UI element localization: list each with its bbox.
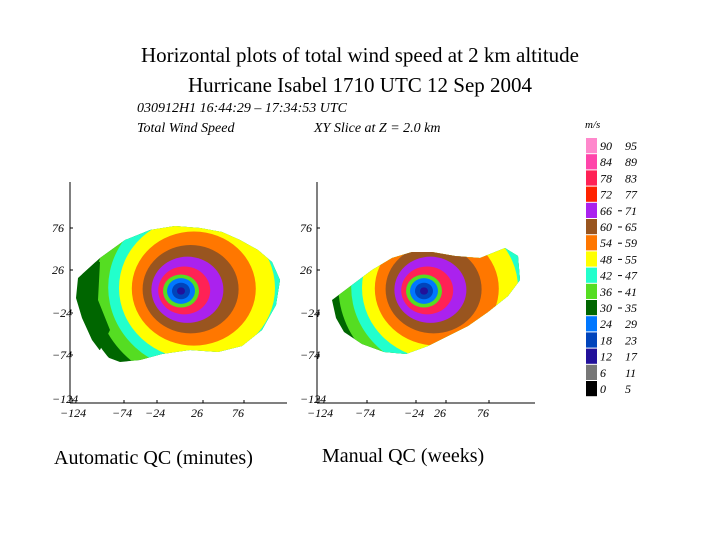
legend-high: 23 [625,333,637,347]
x-tick-label: 26 [191,406,203,420]
y-tick-label: −24 [52,306,72,320]
panel-automatic-qc: 76 26 −24 −74 −124−124 −74 −24 26 76 [52,182,287,420]
legend-high: 89 [625,155,637,169]
legend-high: 17 [625,350,638,364]
legend-high: 59 [625,236,637,250]
legend-swatch [586,300,597,316]
header-field: Total Wind Speed [137,121,235,136]
figure-title-line-1: Horizontal plots of total wind speed at … [141,43,579,67]
y-tick-label: −74 [300,348,320,362]
legend-swatch [586,154,597,170]
legend-swatch [586,332,597,348]
legend-high: 55 [625,252,637,266]
y-tick-label: 26 [300,263,312,277]
legend-swatch [586,283,597,299]
y-tick-label: 26 [52,263,64,277]
legend-low: 90 [600,139,612,153]
legend-swatch [586,138,597,154]
legend-high: 83 [625,171,637,185]
legend-high: 71 [625,204,637,218]
legend-swatch [586,186,597,202]
legend-low: 24 [600,317,612,331]
legend-swatch [586,170,597,186]
x-tick-label: −124 [60,406,86,420]
caption-automatic-qc: Automatic QC (minutes) [54,447,253,469]
legend-high: 95 [625,139,637,153]
legend-high: 41 [625,285,637,299]
legend-swatch [586,348,597,364]
legend-high: 77 [625,188,638,202]
legend-high: 11 [625,366,636,380]
x-tick-label: −74 [112,406,132,420]
y-tick-label: −124 [52,392,78,406]
legend-swatch [586,235,597,251]
legend-low: 60 [600,220,612,234]
x-tick-label: −24 [404,406,424,420]
x-tick-label: −24 [145,406,165,420]
legend-swatch [586,267,597,283]
legend-low: 0 [600,382,606,396]
legend-low: 30 [599,301,612,315]
legend-high: 29 [625,317,637,331]
legend-swatch [586,251,597,267]
legend-low: 84 [600,155,612,169]
panel-manual-qc: 76 26 −24 −74 −124−124 −74 −24 26 76 [300,182,535,420]
header-slice: XY Slice at Z = 2.0 km [314,121,441,136]
legend-high: 35 [624,301,637,315]
x-tick-label: 76 [232,406,244,420]
legend-low: 12 [600,350,612,364]
wind-band [177,287,185,295]
legend-swatch [586,381,597,397]
legend-high: 47 [625,269,638,283]
legend-low: 48 [600,252,612,266]
legend-swatch [586,219,597,235]
x-tick-label: 26 [434,406,446,420]
legend-low: 66 [600,204,612,218]
legend-low: 78 [600,171,612,185]
y-tick-label: −24 [300,306,320,320]
y-tick-label: 76 [52,221,64,235]
x-tick-label: −74 [355,406,375,420]
legend-low: 42 [600,269,612,283]
legend-low: 36 [599,285,612,299]
wind-band [420,287,428,295]
legend-high: 65 [625,220,637,234]
x-tick-label: 76 [477,406,489,420]
y-tick-label: 76 [300,221,312,235]
y-tick-label: −124 [300,392,326,406]
legend-low: 72 [600,188,612,202]
figure-title-line-2: Hurricane Isabel 1710 UTC 12 Sep 2004 [187,73,533,97]
wind-field [76,226,280,362]
legend-low: 18 [600,333,612,347]
x-tick-label: −124 [307,406,333,420]
legend-low: 54 [600,236,612,250]
legend-low: 6 [600,366,606,380]
legend-high: 5 [625,382,631,396]
wind-field [332,248,520,354]
legend-swatch [586,202,597,218]
legend-swatch [586,364,597,380]
legend-swatch [586,316,597,332]
caption-manual-qc: Manual QC (weeks) [322,445,485,467]
header-id-time: 030912H1 16:44:29 – 17:34:53 UTC [137,101,347,116]
legend-unit: m/s [585,119,600,131]
y-tick-label: −74 [52,348,72,362]
